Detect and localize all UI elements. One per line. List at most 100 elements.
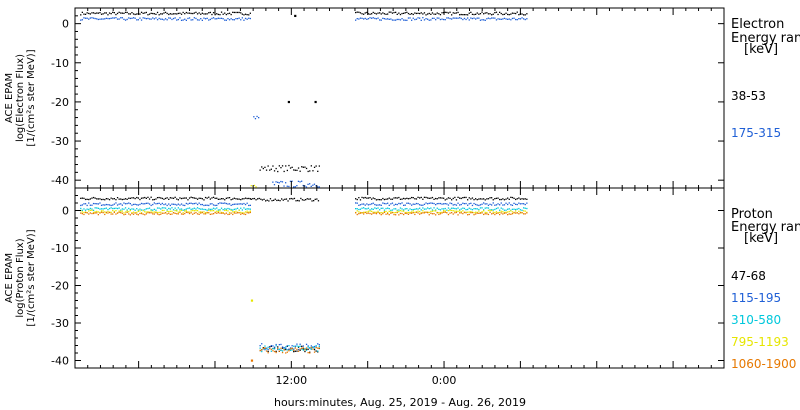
proton-point [427,203,429,205]
electron-point [174,17,176,19]
proton-point [433,202,435,205]
proton-point [428,197,430,199]
proton-point [454,210,456,212]
proton-point [457,196,459,198]
electron-point [182,11,184,14]
electron-point [145,11,147,14]
proton-point [491,209,493,212]
proton-ylabel-line3: [1/(cm²s ster MeV)] [26,229,37,326]
proton-point [470,208,472,210]
proton-point [168,207,170,210]
proton-point [188,197,191,199]
proton-point [428,202,430,204]
proton-point [356,198,358,201]
proton-point [190,208,192,210]
proton-point [363,207,365,209]
proton-point [285,348,287,351]
electron-point [89,13,91,15]
electron-point [441,12,443,14]
proton-point [312,348,314,350]
proton-point [454,212,456,214]
proton-point [444,203,446,205]
proton-point [503,204,506,206]
proton-point [398,202,400,205]
proton-point [478,198,480,200]
electron-point [406,11,408,13]
electron-point [391,12,394,14]
proton-point [176,213,178,215]
proton-point [369,203,371,206]
proton-point [198,208,200,210]
proton-point [371,210,373,212]
proton-point [296,350,298,352]
proton-point [412,210,414,212]
proton-point [422,204,424,206]
proton-point [204,212,207,214]
electron-point [293,186,295,188]
proton-point [249,198,251,200]
electron-point [471,17,474,20]
electron-point [94,17,96,20]
proton-point [430,212,432,214]
electron-point [414,18,416,21]
proton-point [447,207,450,209]
proton-point [508,210,510,213]
electron-point [443,18,445,21]
proton-point [385,210,387,213]
proton-point [227,210,229,212]
proton-point [367,210,370,212]
proton-point [187,199,189,201]
proton-point [192,203,194,205]
proton-point [196,207,199,209]
proton-point [277,199,280,201]
proton-point [136,213,138,215]
electron-point [152,12,154,15]
electron-point [161,18,163,20]
proton-point [364,204,366,206]
proton-point [132,197,135,199]
electron-point [115,13,117,16]
electron-point [451,14,453,16]
electron-point [508,14,510,16]
proton-point [137,210,139,212]
proton-point [243,213,245,215]
proton-point [177,213,179,215]
proton-point [507,214,509,216]
proton-point [363,213,365,215]
electron-point [196,13,199,15]
proton-point [155,203,157,205]
proton-point [452,213,454,215]
electron-point [216,13,218,15]
proton-point [438,202,440,205]
electron-point [166,19,168,21]
proton-point [355,208,357,210]
proton-point [270,345,272,347]
proton-point [515,208,517,211]
electron-point [233,19,235,21]
proton-point [241,212,243,215]
proton-point [387,213,389,215]
proton-point [258,197,260,200]
proton-point [516,212,518,214]
electron-point [407,17,410,19]
electron-point [209,18,211,21]
proton-point [212,207,215,209]
proton-point [524,210,526,212]
electron-point [430,13,432,15]
proton-point [471,197,474,199]
proton-point [252,198,254,200]
proton-point [419,204,421,206]
proton-point [250,359,254,362]
proton-point [219,209,221,211]
proton-point [174,203,176,206]
proton-point [524,203,526,206]
proton-point [492,209,494,211]
proton-point [142,213,144,215]
electron-point [200,18,202,20]
electron-point [148,18,151,20]
proton-point [139,203,141,206]
proton-point [524,207,526,209]
proton-point [396,210,398,212]
proton-point [372,212,374,214]
proton-point [180,197,183,200]
